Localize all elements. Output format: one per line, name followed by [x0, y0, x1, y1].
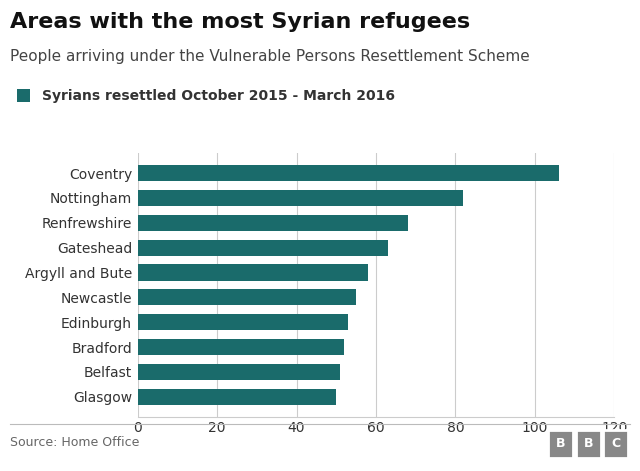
Legend: Syrians resettled October 2015 - March 2016: Syrians resettled October 2015 - March 2… — [17, 89, 394, 103]
Bar — [138, 289, 356, 306]
Bar — [138, 339, 344, 355]
Bar — [138, 240, 388, 256]
Text: B: B — [584, 437, 593, 450]
FancyBboxPatch shape — [604, 430, 628, 458]
Bar — [138, 389, 336, 405]
Bar — [138, 215, 408, 231]
FancyBboxPatch shape — [548, 430, 573, 458]
Text: B: B — [556, 437, 565, 450]
Bar — [138, 314, 348, 330]
Text: Areas with the most Syrian refugees: Areas with the most Syrian refugees — [10, 12, 470, 32]
Bar — [138, 165, 559, 181]
Bar — [138, 190, 463, 206]
Text: C: C — [611, 437, 621, 450]
Bar — [138, 264, 368, 281]
Text: Source: Home Office: Source: Home Office — [10, 436, 139, 449]
Text: People arriving under the Vulnerable Persons Resettlement Scheme: People arriving under the Vulnerable Per… — [10, 49, 529, 65]
Bar — [138, 364, 340, 380]
FancyBboxPatch shape — [576, 430, 601, 458]
